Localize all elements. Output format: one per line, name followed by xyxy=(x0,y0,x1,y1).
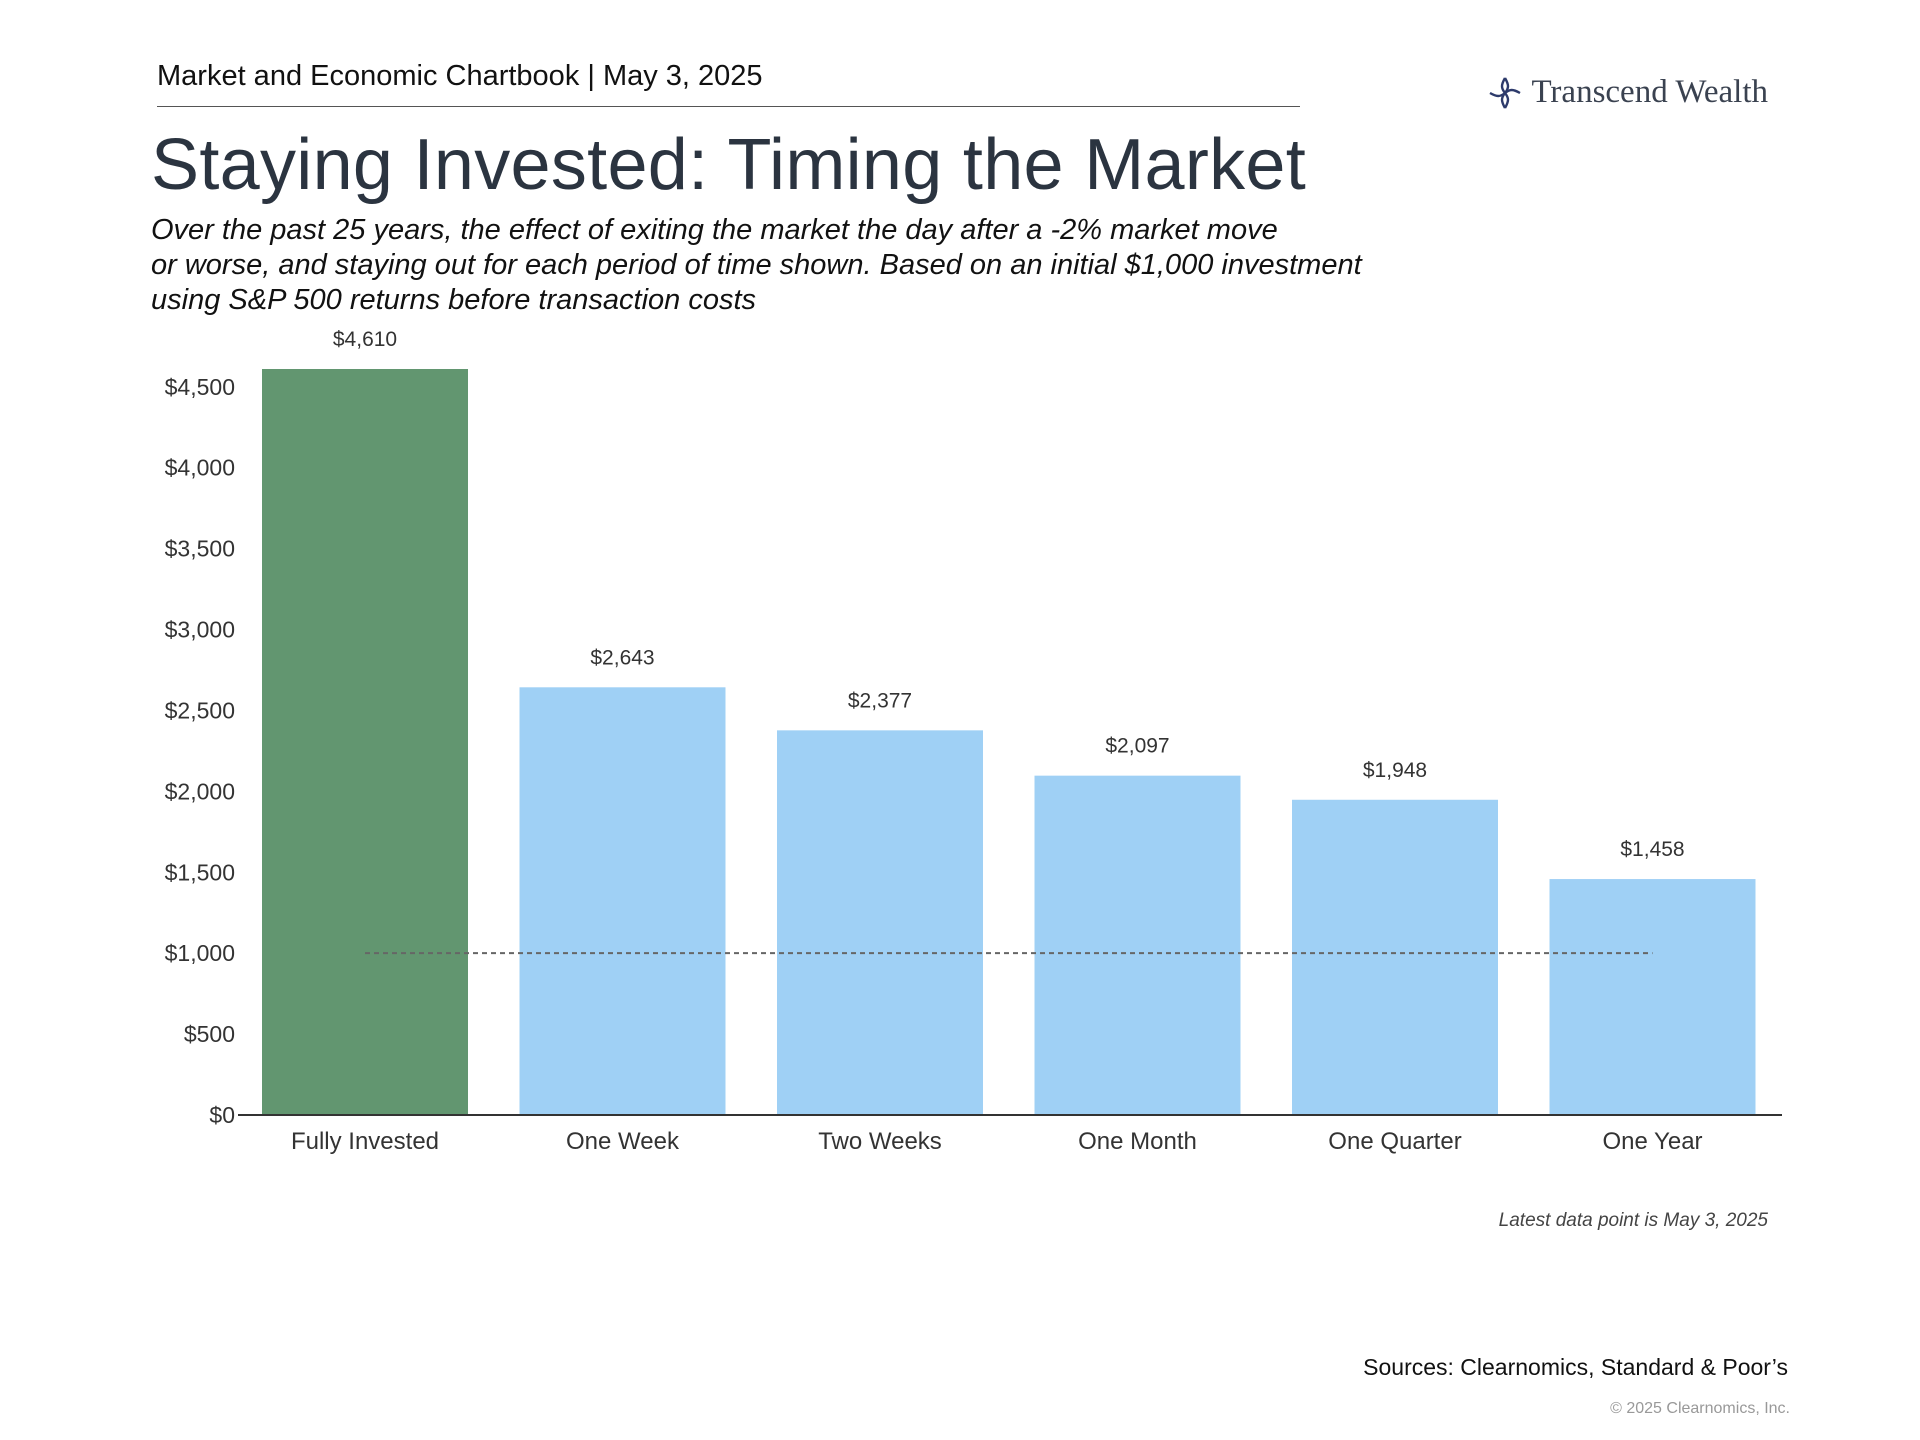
x-category-label: One Week xyxy=(566,1128,680,1155)
chartbook-header: Market and Economic Chartbook | May 3, 2… xyxy=(157,60,763,92)
bar xyxy=(1292,799,1498,1115)
bar-value-label: $4,610 xyxy=(333,328,397,351)
subtitle-line: Over the past 25 years, the effect of ex… xyxy=(151,214,1278,246)
x-category-label: One Month xyxy=(1078,1128,1197,1155)
header-divider xyxy=(157,106,1300,107)
bar xyxy=(262,369,468,1115)
y-tick-label: $1,500 xyxy=(165,859,235,885)
bar-value-label: $2,643 xyxy=(590,646,654,669)
bar-value-label: $1,948 xyxy=(1363,759,1427,782)
brand-mark-icon xyxy=(1489,76,1522,109)
y-tick-label: $2,000 xyxy=(165,778,235,804)
bar xyxy=(519,687,726,1115)
y-tick-label: $500 xyxy=(184,1021,235,1047)
bar-value-label: $2,097 xyxy=(1105,735,1169,758)
sources-text: Sources: Clearnomics, Standard & Poor’s xyxy=(1363,1354,1788,1380)
chart-subtitle: Over the past 25 years, the effect of ex… xyxy=(151,213,1451,318)
copyright-text: © 2025 Clearnomics, Inc. xyxy=(1610,1400,1790,1417)
x-category-label: Two Weeks xyxy=(818,1128,942,1155)
x-category-label: Fully Invested xyxy=(291,1128,439,1155)
y-tick-label: $1,000 xyxy=(165,940,235,966)
y-tick-label: $3,500 xyxy=(165,536,235,562)
y-tick-label: $4,000 xyxy=(165,455,235,481)
brand-name: Transcend Wealth xyxy=(1531,74,1768,110)
brand-logo: Transcend Wealth xyxy=(1487,74,1768,111)
bar xyxy=(777,730,983,1115)
subtitle-line: using S&P 500 returns before transaction… xyxy=(151,284,757,316)
y-tick-label: $0 xyxy=(209,1102,235,1128)
y-tick-label: $3,000 xyxy=(165,617,235,643)
page-title: Staying Invested: Timing the Market xyxy=(151,125,1307,205)
x-category-label: One Year xyxy=(1602,1128,1702,1155)
bar-value-label: $2,377 xyxy=(848,689,912,712)
bar xyxy=(1549,879,1756,1115)
y-tick-label: $2,500 xyxy=(165,697,235,723)
y-tick-label: $4,500 xyxy=(165,374,235,400)
bar xyxy=(1034,775,1241,1115)
bar-value-label: $1,458 xyxy=(1620,838,1684,861)
x-category-label: One Quarter xyxy=(1328,1128,1461,1155)
data-note: Latest data point is May 3, 2025 xyxy=(1498,1210,1768,1231)
subtitle-line: or worse, and staying out for each perio… xyxy=(151,249,1362,281)
